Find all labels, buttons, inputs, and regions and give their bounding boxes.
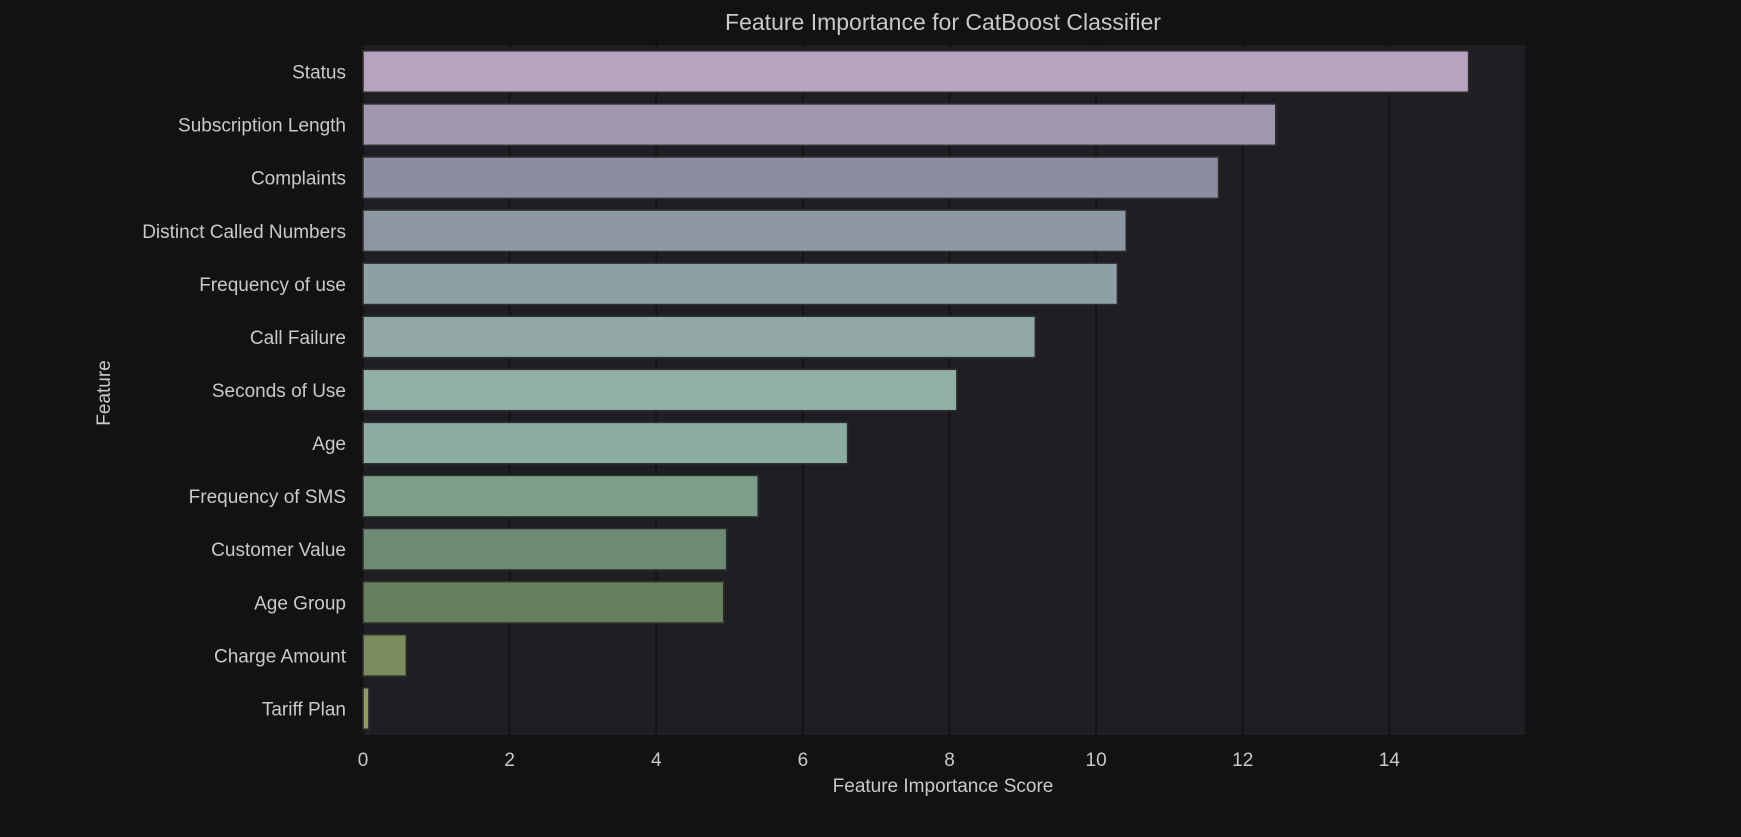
x-tick-labels: 0 2 4 6 8 10 12 14	[358, 750, 1401, 771]
y-tick-label: Status	[292, 63, 346, 84]
bar	[362, 262, 1119, 306]
bar	[362, 50, 1470, 93]
y-tick-label: Frequency of use	[199, 275, 346, 296]
bar	[362, 368, 958, 412]
y-tick-label: Age Group	[254, 593, 346, 614]
y-tick-label: Complaints	[251, 169, 346, 190]
bar	[362, 103, 1277, 147]
y-tick-label: Seconds of Use	[212, 381, 346, 402]
x-tick-label: 8	[944, 750, 955, 771]
y-tick-label: Age	[312, 434, 346, 455]
bar	[362, 687, 370, 730]
bar	[362, 633, 408, 677]
bars	[362, 50, 1470, 730]
y-tick-label: Charge Amount	[214, 646, 347, 667]
bar	[362, 209, 1127, 253]
x-tick-label: 2	[504, 750, 515, 771]
y-axis-label: Feature	[94, 360, 115, 425]
y-tick-label: Customer Value	[211, 540, 346, 561]
y-tick-label: Subscription Length	[178, 116, 346, 137]
bar	[362, 580, 725, 624]
y-tick-label: Tariff Plan	[262, 699, 346, 720]
y-tick-label: Distinct Called Numbers	[142, 222, 346, 243]
x-tick-label: 0	[358, 750, 369, 771]
y-tick-labels: Status Subscription Length Complaints Disti…	[142, 63, 347, 721]
bar	[362, 156, 1220, 200]
y-tick-label: Call Failure	[250, 328, 346, 349]
y-tick-label: Frequency of SMS	[189, 487, 346, 508]
bar	[362, 421, 849, 465]
bar	[362, 315, 1037, 359]
x-tick-label: 6	[798, 750, 809, 771]
chart-title: Feature Importance for CatBoost Classifi…	[725, 9, 1161, 35]
x-axis-label: Feature Importance Score	[833, 776, 1054, 797]
bar	[362, 474, 759, 518]
bar	[362, 527, 728, 571]
x-tick-label: 10	[1086, 750, 1107, 771]
x-tick-label: 4	[651, 750, 662, 771]
x-tick-label: 14	[1379, 750, 1401, 771]
x-tick-label: 12	[1232, 750, 1253, 771]
